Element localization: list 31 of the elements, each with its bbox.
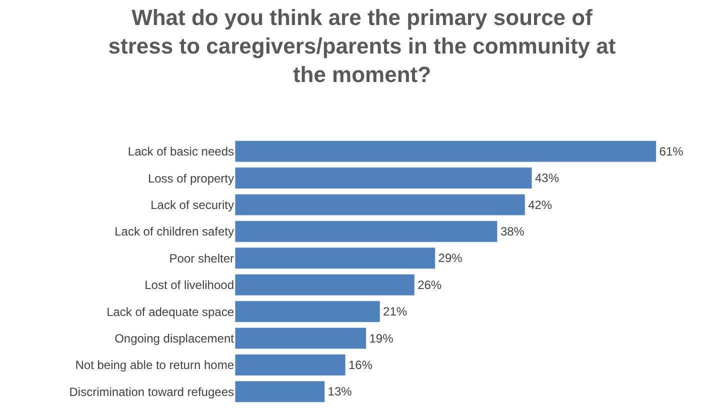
bar: [235, 140, 657, 162]
bar: [235, 380, 326, 403]
bar: [235, 194, 526, 216]
y-tick-label: Ongoing displacement: [114, 331, 235, 346]
y-tick-label: Lack of basic needs: [128, 144, 234, 159]
bar: [235, 354, 346, 376]
bar: [235, 220, 498, 242]
y-tick-label: Lack of children safety: [114, 224, 234, 239]
y-tick-label: Lack of adequate space: [106, 304, 234, 319]
data-label: 38%: [500, 224, 525, 238]
data-label: 29%: [438, 251, 463, 266]
y-tick-label: Lost of livelihood: [144, 278, 234, 292]
data-label: 43%: [534, 171, 560, 186]
data-label: 13%: [328, 384, 352, 399]
data-label: 61%: [659, 144, 684, 158]
bar: [235, 167, 532, 189]
y-tick-label: Loss of property: [148, 171, 234, 186]
bar: [235, 327, 366, 350]
data-label: 42%: [528, 198, 552, 212]
data-label: 26%: [418, 278, 442, 292]
y-tick-label: Not being able to return home: [75, 358, 234, 372]
bar: [235, 300, 380, 322]
bar: [235, 247, 436, 270]
data-label: 19%: [369, 331, 394, 346]
y-tick-label: Discrimination toward refugees: [69, 384, 234, 399]
data-label: 21%: [383, 304, 408, 319]
bar: [235, 274, 415, 296]
y-tick-label: Poor shelter: [169, 251, 234, 266]
y-tick-label: Lack of security: [150, 198, 234, 212]
data-label: 16%: [348, 358, 373, 372]
chart-title: What do you think are the primary source of stress to caregivers/parents in the community at the moment?: [108, 5, 616, 88]
